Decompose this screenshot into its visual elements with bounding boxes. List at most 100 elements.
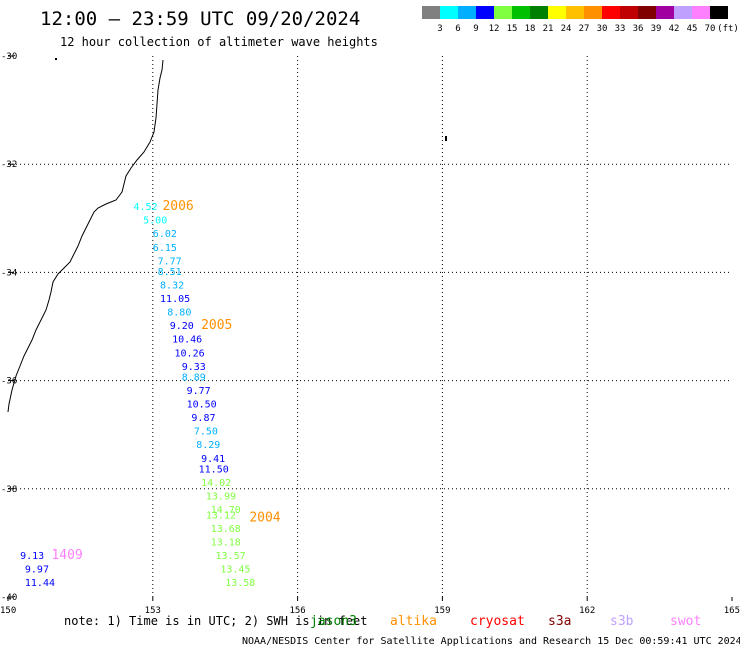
x-tick-label: 150 xyxy=(0,606,16,616)
wave-height-label: 8.80 xyxy=(167,308,191,319)
satellite-name: swot xyxy=(670,614,701,629)
satellite-name: jason3 xyxy=(310,614,357,629)
legend-label: 30 xyxy=(597,24,608,34)
wave-height-label: 9.13 xyxy=(20,551,44,562)
x-tick-label: 159 xyxy=(434,606,450,616)
y-tick-label: -40 xyxy=(1,593,17,603)
wave-height-label: 8.89 xyxy=(182,373,206,384)
legend-swatch xyxy=(692,6,710,19)
legend-swatch xyxy=(476,6,494,19)
satellite-name: cryosat xyxy=(470,614,525,629)
y-tick-label: -34 xyxy=(1,268,17,278)
legend-label: 39 xyxy=(651,24,662,34)
wave-height-label: 13.12 xyxy=(206,511,236,522)
wave-height-label: 8.29 xyxy=(196,440,220,451)
legend-label: 15 xyxy=(507,24,518,34)
satellite-name: s3b xyxy=(610,614,634,629)
legend-swatch xyxy=(674,6,692,19)
satellite-name: s3a xyxy=(548,614,571,629)
wave-height-label: 9.87 xyxy=(191,413,215,424)
legend-label: 18 xyxy=(525,24,536,34)
legend-swatch xyxy=(566,6,584,19)
legend-swatch xyxy=(656,6,674,19)
legend-label: (ft) xyxy=(717,24,739,34)
wave-height-label: 8.32 xyxy=(160,281,184,292)
lat-lon-grid xyxy=(8,56,732,597)
wave-height-label: 11.50 xyxy=(199,465,229,476)
legend-swatch xyxy=(512,6,530,19)
wave-height-label: 13.58 xyxy=(225,578,255,589)
legend-swatch xyxy=(638,6,656,19)
legend-swatch xyxy=(494,6,512,19)
wave-height-label: 13.68 xyxy=(211,524,241,535)
y-tick-label: -38 xyxy=(1,485,17,495)
wave-height-label: 4.52 xyxy=(133,202,157,213)
wave-height-color-legend: 3 6 9 12 15 18 21 24 27 30 33 36 39 42 45 70 (ft) xyxy=(422,6,739,34)
legend-swatch xyxy=(530,6,548,19)
x-tick-label: 165 xyxy=(724,606,740,616)
wave-height-label: 9.41 xyxy=(201,454,225,465)
wave-height-label: 9.97 xyxy=(25,565,49,576)
wave-height-label: 13.57 xyxy=(216,551,246,562)
legend-label: 3 xyxy=(437,24,442,34)
wave-height-label: 9.20 xyxy=(170,321,194,332)
legend-swatch xyxy=(710,6,728,19)
legend-label: 33 xyxy=(615,24,626,34)
track-label: 1409 xyxy=(51,548,82,563)
legend-label: 70 xyxy=(705,24,716,34)
track-id-labels: 2006 2005 2004 1409 xyxy=(51,199,280,563)
legend-label: 36 xyxy=(633,24,644,34)
wave-height-label: 8.51 xyxy=(158,267,182,278)
wave-height-label: 10.50 xyxy=(187,400,217,411)
x-tick-label: 162 xyxy=(579,606,595,616)
track-label: 2006 xyxy=(162,199,193,214)
wave-height-label: 6.15 xyxy=(153,243,177,254)
axis-tick-labels: 150 153 156 159 162 165 -30 -32 -34 -36 -38 -40 xyxy=(0,52,740,616)
y-tick-label: -30 xyxy=(1,52,17,62)
coastline xyxy=(7,59,164,413)
y-tick-label: -36 xyxy=(1,377,17,387)
y-tick-label: -32 xyxy=(1,160,17,170)
legend-swatch xyxy=(548,6,566,19)
x-tick-label: 153 xyxy=(145,606,161,616)
wave-height-label: 14.02 xyxy=(201,478,231,489)
legend-label: 42 xyxy=(669,24,680,34)
chart-subtitle: 12 hour collection of altimeter wave hei… xyxy=(60,35,378,49)
wave-height-label: 14.70 xyxy=(211,505,241,516)
legend-label: 24 xyxy=(561,24,572,34)
wave-height-label: 7.77 xyxy=(158,256,182,267)
island xyxy=(55,58,57,60)
legend-label: 12 xyxy=(489,24,500,34)
wave-height-label: 10.46 xyxy=(172,335,202,346)
wave-height-label: 13.45 xyxy=(220,565,250,576)
wave-height-label: 7.50 xyxy=(194,427,218,438)
wave-height-label: 11.05 xyxy=(160,294,190,305)
legend-label: 21 xyxy=(543,24,554,34)
legend-swatch xyxy=(440,6,458,19)
legend-swatch xyxy=(458,6,476,19)
legend-swatch xyxy=(422,6,440,19)
legend-swatch xyxy=(602,6,620,19)
wave-height-label: 9.77 xyxy=(187,386,211,397)
legend-swatch xyxy=(584,6,602,19)
satellite-legend: jason3 altika cryosat s3a s3b swot xyxy=(310,614,701,629)
track-label: 2005 xyxy=(201,318,232,333)
wave-height-label: 10.26 xyxy=(175,348,205,359)
note-text: note: 1) Time is in UTC; 2) SWH is in fe… xyxy=(64,614,367,628)
wave-height-label: 13.99 xyxy=(206,492,236,503)
wave-height-label: 5.00 xyxy=(143,216,167,227)
legend-label: 6 xyxy=(455,24,460,34)
wave-height-points: 4.52 5.00 6.02 6.15 7.778.51 8.32 11.05 8.80 9.2… xyxy=(20,202,255,589)
legend-swatch xyxy=(620,6,638,19)
credit-line: NOAA/NESDIS Center for Satellite Applica… xyxy=(242,636,740,647)
chart-title: 12:00 – 23:59 UTC 09/20/2024 xyxy=(40,8,360,30)
wave-height-label: 11.44 xyxy=(25,578,55,589)
wave-height-label: 13.18 xyxy=(211,538,241,549)
track-label: 2004 xyxy=(249,510,280,525)
island xyxy=(445,136,447,141)
x-tick-label: 156 xyxy=(289,606,305,616)
wave-height-label: 9.33 xyxy=(182,362,206,373)
satellite-name: altika xyxy=(390,614,437,629)
